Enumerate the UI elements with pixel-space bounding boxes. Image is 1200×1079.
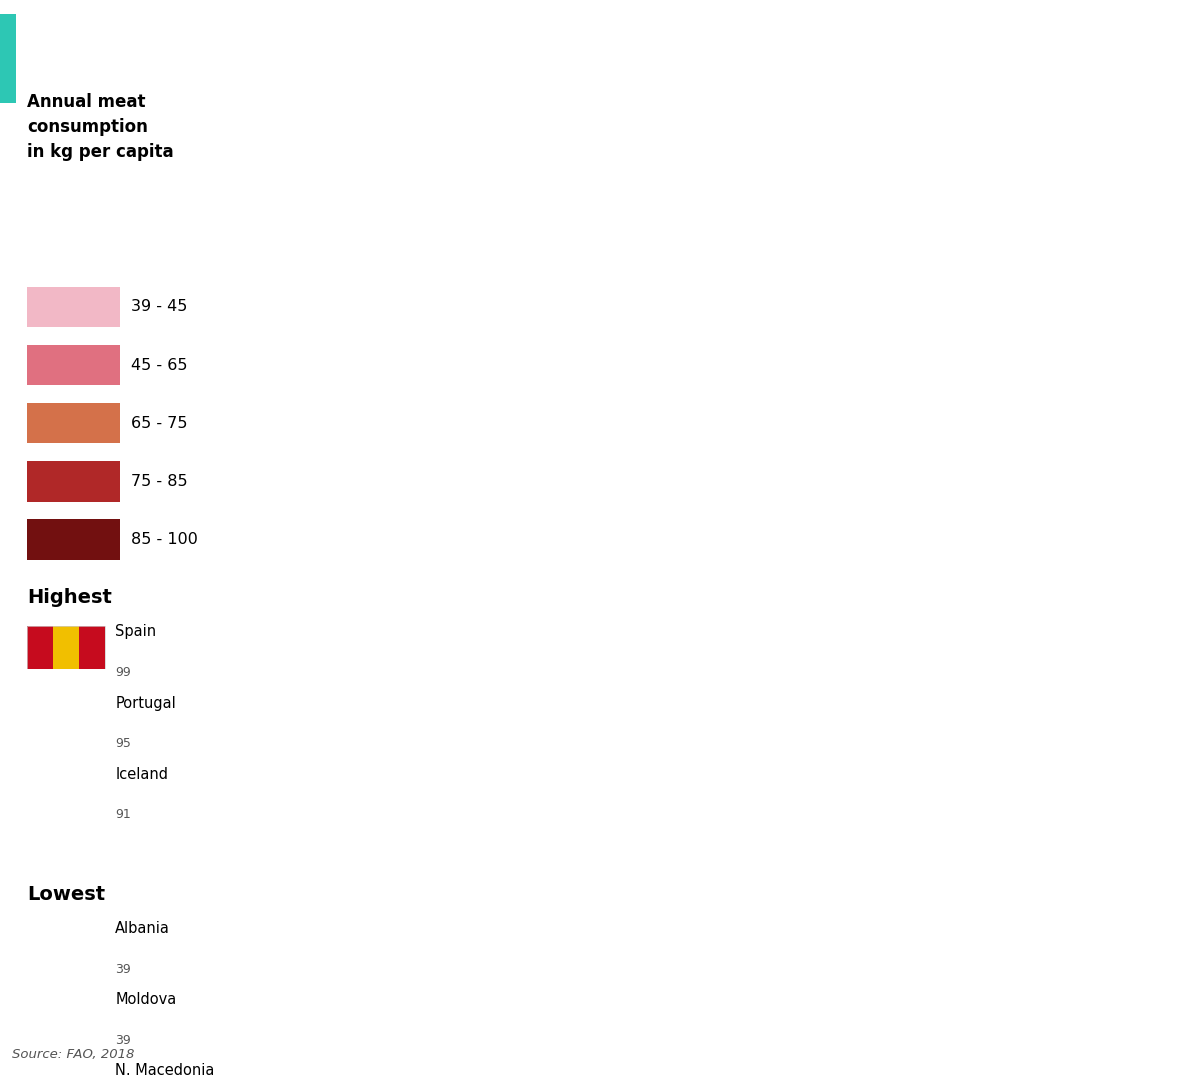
Bar: [28, 345, 120, 385]
Text: 45 - 65: 45 - 65: [131, 357, 187, 372]
Text: Albania: Albania: [115, 921, 170, 937]
Text: N. Macedonia: N. Macedonia: [115, 1064, 215, 1079]
Bar: [28, 462, 120, 502]
Text: 65 - 75: 65 - 75: [131, 415, 187, 431]
Text: 95: 95: [115, 737, 131, 750]
Text: 91: 91: [115, 808, 131, 821]
Text: 39 - 45: 39 - 45: [131, 300, 187, 314]
Text: Need cartopy + geopandas: Need cartopy + geopandas: [409, 574, 791, 602]
Bar: [47, 768, 53, 819]
Text: 85 - 100: 85 - 100: [131, 532, 198, 547]
Text: @Landgeist: @Landgeist: [949, 79, 1055, 94]
Bar: [79, 626, 104, 677]
Bar: [79, 994, 104, 1044]
Text: Lowest: Lowest: [28, 885, 106, 904]
Bar: [28, 768, 47, 819]
Bar: [28, 404, 120, 443]
Bar: [28, 768, 104, 819]
Bar: [59, 697, 104, 748]
Bar: [28, 626, 104, 677]
Bar: [28, 697, 104, 748]
Text: Moldova: Moldova: [115, 993, 176, 1008]
Bar: [28, 923, 104, 973]
Text: 75 - 85: 75 - 85: [131, 474, 187, 489]
Bar: [28, 287, 120, 327]
Text: @Land_geist: @Land_geist: [949, 49, 1062, 65]
Text: Source: FAO, 2018: Source: FAO, 2018: [12, 1048, 134, 1062]
Bar: [28, 697, 59, 748]
Bar: [53, 994, 79, 1044]
Bar: [28, 519, 120, 560]
Text: Spain: Spain: [115, 625, 156, 639]
Bar: [28, 1065, 104, 1079]
Text: Portugal: Portugal: [115, 696, 176, 710]
Bar: [0, 14, 16, 103]
Text: 99: 99: [115, 666, 131, 679]
Bar: [28, 626, 53, 677]
Text: Landgeist.com: Landgeist.com: [949, 19, 1081, 35]
Text: Iceland: Iceland: [115, 767, 168, 781]
Bar: [85, 768, 104, 819]
Bar: [28, 1065, 104, 1079]
Bar: [53, 768, 79, 819]
Bar: [28, 994, 104, 1044]
Text: Meat consumption: Meat consumption: [26, 36, 520, 81]
Text: 39: 39: [115, 962, 131, 975]
Bar: [28, 923, 104, 973]
Bar: [79, 768, 85, 819]
Text: 39: 39: [115, 1034, 131, 1047]
Bar: [28, 994, 53, 1044]
Bar: [53, 626, 79, 677]
Text: Annual meat
consumption
in kg per capita: Annual meat consumption in kg per capita: [28, 93, 174, 162]
Text: Highest: Highest: [28, 588, 113, 607]
